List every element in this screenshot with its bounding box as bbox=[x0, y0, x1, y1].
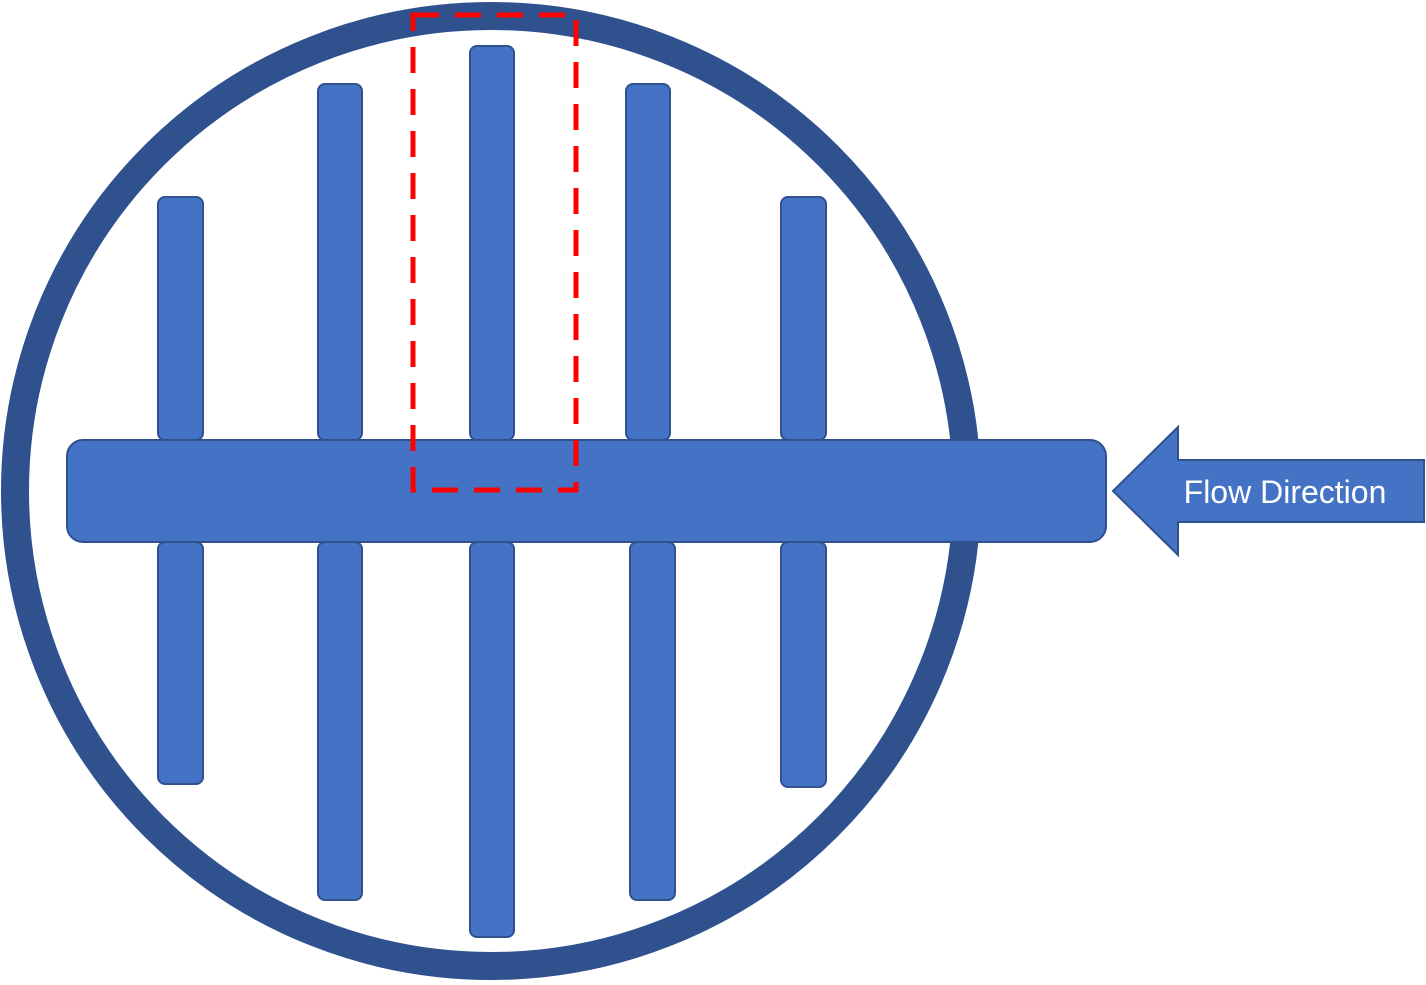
upper-lateral-2 bbox=[317, 83, 363, 441]
lower-lateral-3 bbox=[469, 541, 515, 938]
lower-lateral-2 bbox=[317, 541, 363, 901]
lower-lateral-4 bbox=[629, 541, 676, 901]
flow-direction-label: Flow Direction bbox=[1184, 474, 1387, 510]
upper-lateral-5 bbox=[780, 196, 827, 441]
upper-lateral-3 bbox=[469, 45, 515, 441]
upper-lateral-4 bbox=[625, 83, 671, 441]
lower-laterals bbox=[157, 541, 827, 938]
lower-lateral-5 bbox=[780, 541, 827, 788]
lower-lateral-1 bbox=[157, 541, 204, 785]
flow-direction-arrow: Flow Direction bbox=[1111, 424, 1425, 558]
highlight-box bbox=[410, 12, 579, 493]
upper-laterals bbox=[157, 45, 827, 441]
arrow-shape bbox=[1111, 424, 1425, 558]
main-header-pipe bbox=[66, 439, 1107, 543]
upper-lateral-1 bbox=[157, 196, 204, 441]
